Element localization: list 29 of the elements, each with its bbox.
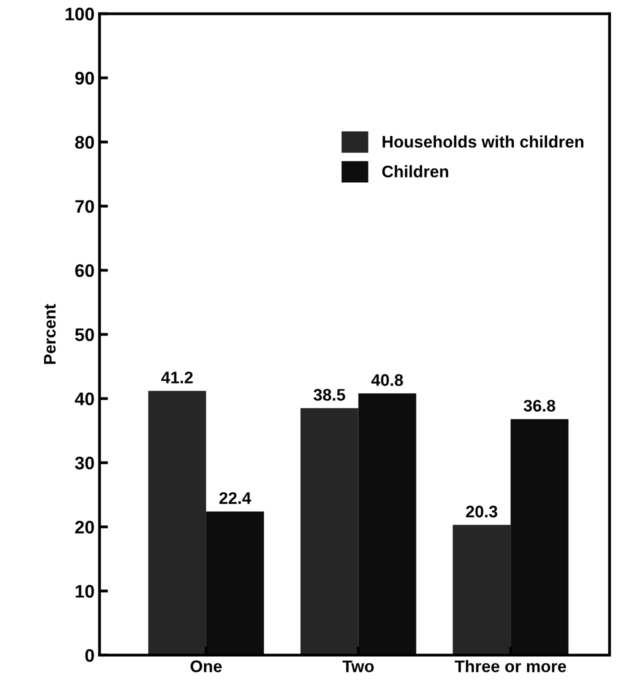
data-label: 41.2: [161, 372, 193, 384]
y-tick-label: 50: [75, 328, 94, 342]
y-tick-label: 30: [74, 456, 94, 470]
y-tick-label: 90: [75, 72, 94, 85]
bar: [300, 408, 358, 656]
bar: [452, 524, 511, 656]
bar: [206, 511, 264, 656]
data-label: 38.5: [314, 388, 346, 401]
y-axis-title: Percent: [44, 304, 56, 364]
y-tick-label: 10: [76, 584, 94, 598]
data-label: 40.8: [371, 374, 403, 386]
y-tick-label: 100: [66, 8, 94, 20]
legend-label: Children: [382, 165, 448, 178]
bar: [510, 419, 568, 656]
data-label: 22.4: [219, 492, 252, 504]
y-tick-label: 0: [85, 649, 94, 662]
legend-label: Households with children: [382, 135, 584, 148]
x-tick-label: Two: [342, 660, 374, 672]
data-label: 20.3: [466, 506, 498, 518]
data-label: 36.8: [524, 400, 556, 412]
x-tick-label: Three or more: [454, 660, 566, 672]
bar: [148, 390, 206, 656]
y-tick-label: 70: [75, 200, 94, 213]
y-tick-label: 40: [74, 392, 94, 406]
x-tick-label: One: [190, 660, 222, 672]
y-tick-label: 80: [75, 136, 94, 149]
y-tick-label: 20: [75, 520, 94, 534]
y-tick-label: 60: [75, 264, 94, 278]
bar: [358, 393, 416, 656]
